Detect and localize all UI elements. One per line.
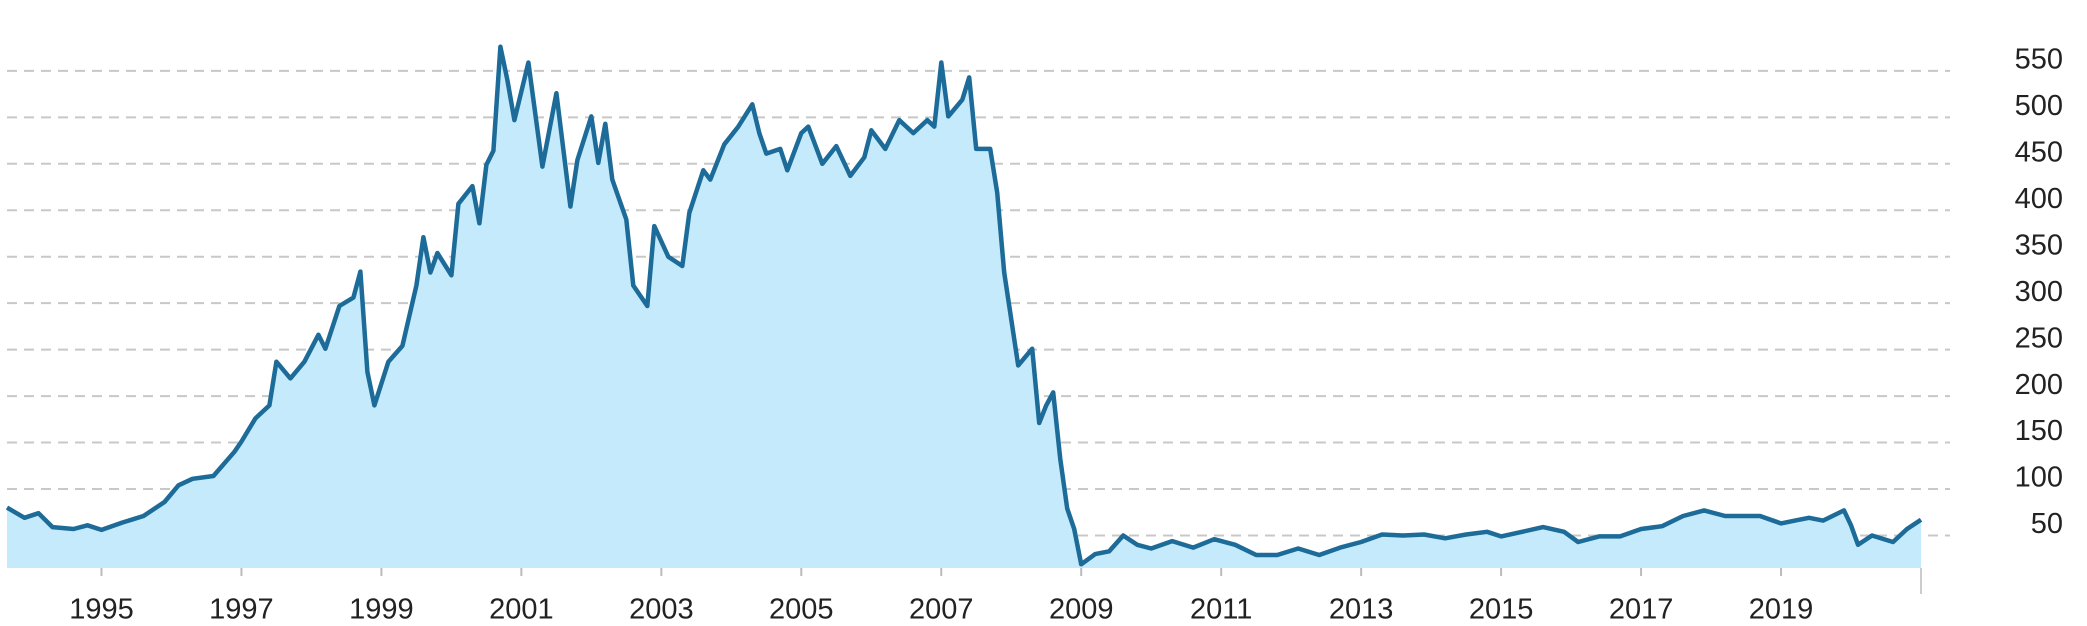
x-tick-label: 2011 [1190, 594, 1252, 626]
y-tick-label: 150 [2015, 415, 2063, 447]
area-fill [7, 46, 1921, 568]
x-tick-label: 2015 [1469, 594, 1534, 626]
price-line [5, 44, 1923, 567]
x-tick-label: 1999 [349, 594, 414, 626]
x-tick-label: 2013 [1329, 594, 1394, 626]
y-tick-label: 550 [2015, 44, 2063, 76]
x-tick-label: 2017 [1609, 594, 1674, 626]
x-tick-label: 1997 [209, 594, 274, 626]
x-tick-label: 2001 [489, 594, 554, 626]
y-tick-label: 100 [2015, 462, 2063, 494]
y-tick-label: 450 [2015, 136, 2063, 168]
x-tick-label: 2007 [909, 594, 974, 626]
x-tick-label: 2019 [1749, 594, 1814, 626]
y-tick-label: 350 [2015, 229, 2063, 261]
y-tick-label: 50 [2031, 508, 2063, 540]
y-tick-label: 250 [2015, 322, 2063, 354]
x-tick-label: 2009 [1049, 594, 1114, 626]
x-tick-label: 1995 [69, 594, 134, 626]
x-tick-label: 2005 [769, 594, 834, 626]
x-tick-label: 2003 [629, 594, 694, 626]
y-tick-label: 200 [2015, 369, 2063, 401]
y-tick-label: 300 [2015, 276, 2063, 308]
y-tick-label: 400 [2015, 183, 2063, 215]
y-tick-label: 500 [2015, 90, 2063, 122]
